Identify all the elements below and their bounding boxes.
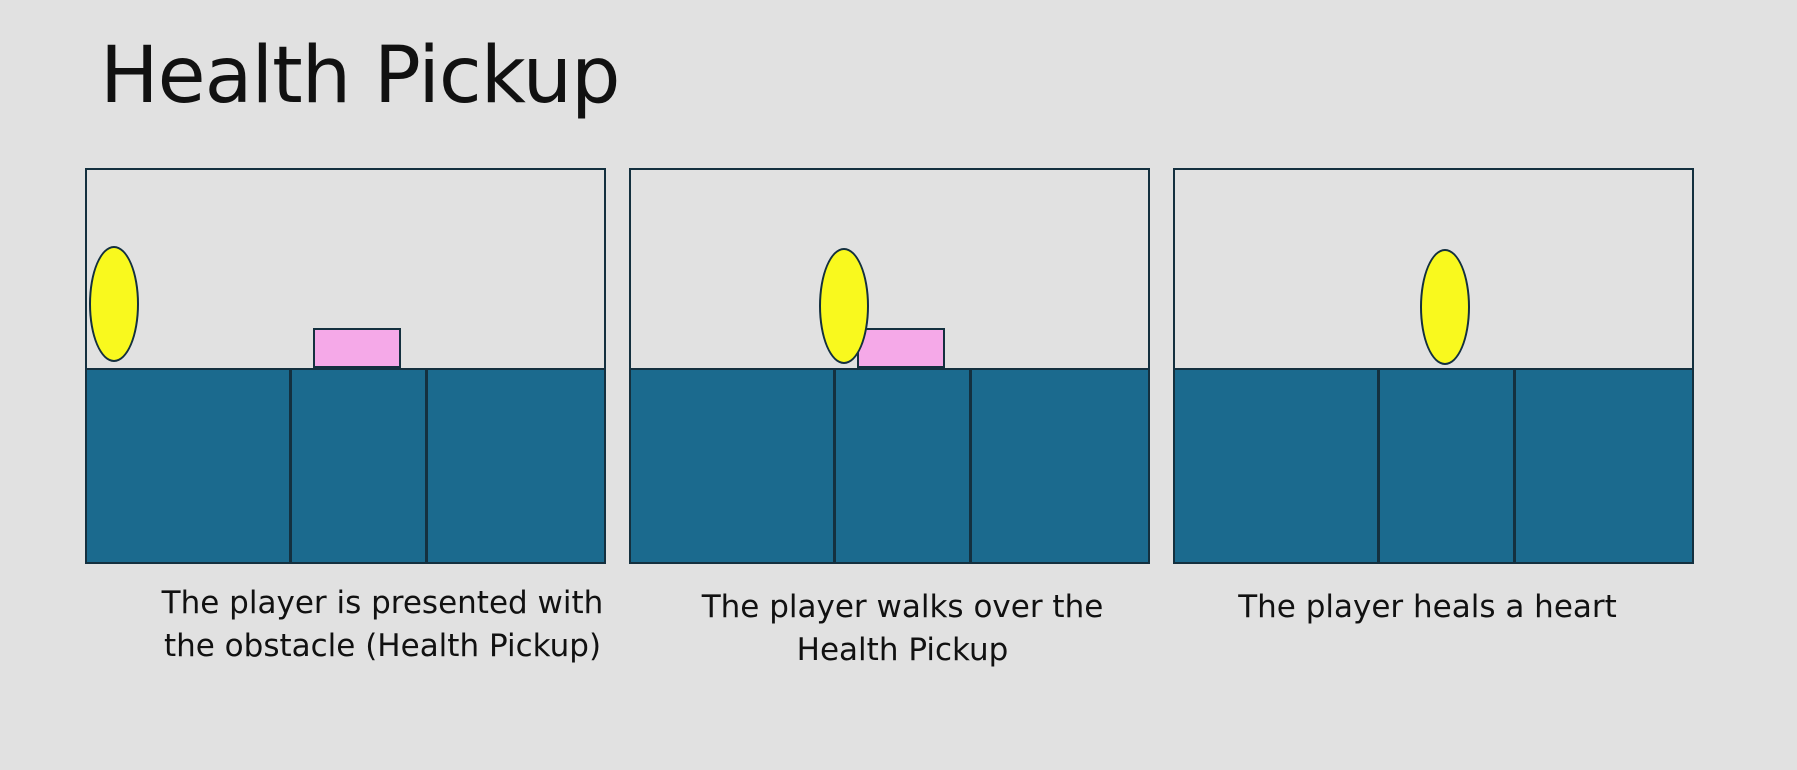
tile-divider [1513,370,1516,562]
panel-1-caption: The player is presented with the obstacl… [161,585,604,664]
health-pickup [313,328,401,368]
player-character [1420,249,1470,365]
panel-3-caption: The player heals a heart [1238,589,1617,625]
storyboard-panel-2 [629,168,1150,564]
player-character [89,246,139,362]
player-character [819,248,869,364]
ground [1175,368,1692,562]
storyboard-panel-3 [1173,168,1694,564]
tile-divider [1377,370,1380,562]
health-pickup [857,328,945,368]
tile-divider [969,370,972,562]
slide-title: Health Pickup [100,31,621,121]
tile-divider [289,370,292,562]
ground [87,368,604,562]
tile-divider [833,370,836,562]
storyboard-panel-1 [85,168,606,564]
panel-2-caption: The player walks over the Health Pickup [701,589,1104,668]
tile-divider [425,370,428,562]
ground [631,368,1148,562]
